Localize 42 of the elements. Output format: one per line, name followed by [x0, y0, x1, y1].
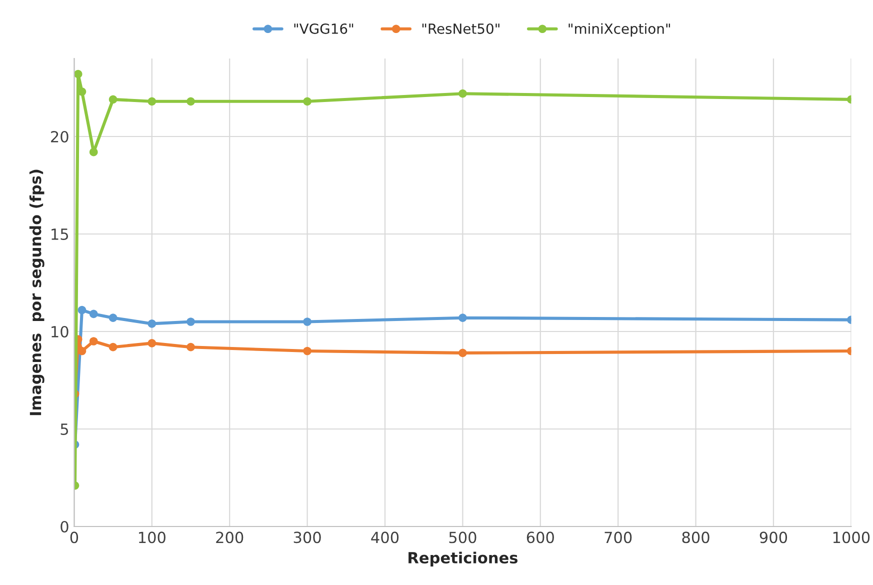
point — [78, 306, 86, 314]
y-tick-label: 10 — [52, 326, 68, 338]
x-tick-label: 1000 — [833, 532, 870, 544]
point — [458, 314, 467, 322]
point — [89, 310, 98, 318]
point — [458, 348, 467, 358]
legend-label: "miniXception" — [568, 23, 670, 37]
point — [89, 337, 98, 346]
point — [148, 97, 156, 106]
x-tick-label: 800 — [682, 532, 710, 544]
point — [303, 97, 312, 106]
point — [108, 314, 118, 322]
x-tick-label: 500 — [449, 532, 476, 544]
point — [108, 95, 118, 104]
x-tick-label: 200 — [216, 532, 244, 544]
x-tick-label: 900 — [760, 532, 788, 544]
point — [78, 346, 86, 356]
x-tick-label: 700 — [604, 532, 632, 544]
point — [303, 318, 312, 326]
y-axis-title: Imagenes por segundo (fps) — [29, 170, 44, 416]
y-tick-label: 20 — [51, 130, 68, 143]
point — [148, 339, 156, 348]
x-tick-label: 100 — [139, 532, 166, 544]
y-tick-label: 15 — [52, 228, 68, 240]
point — [186, 97, 195, 106]
y-tick-label: 5 — [60, 424, 68, 436]
x-tick-label: 400 — [371, 532, 399, 544]
y-tick-label: 0 — [60, 520, 68, 533]
point — [108, 342, 118, 352]
legend-label: "VGG16" — [294, 23, 354, 34]
x-tick-label: 0 — [70, 532, 78, 544]
point — [89, 148, 98, 156]
x-axis-title: Repeticiones — [408, 552, 518, 566]
point — [186, 318, 195, 326]
x-tick-label: 300 — [294, 532, 321, 544]
point — [303, 346, 312, 356]
point — [458, 89, 467, 98]
point — [74, 70, 82, 78]
legend-label: "ResNet50" — [422, 23, 500, 34]
point — [186, 342, 195, 352]
x-tick-label: 600 — [526, 532, 554, 544]
point — [148, 320, 156, 328]
